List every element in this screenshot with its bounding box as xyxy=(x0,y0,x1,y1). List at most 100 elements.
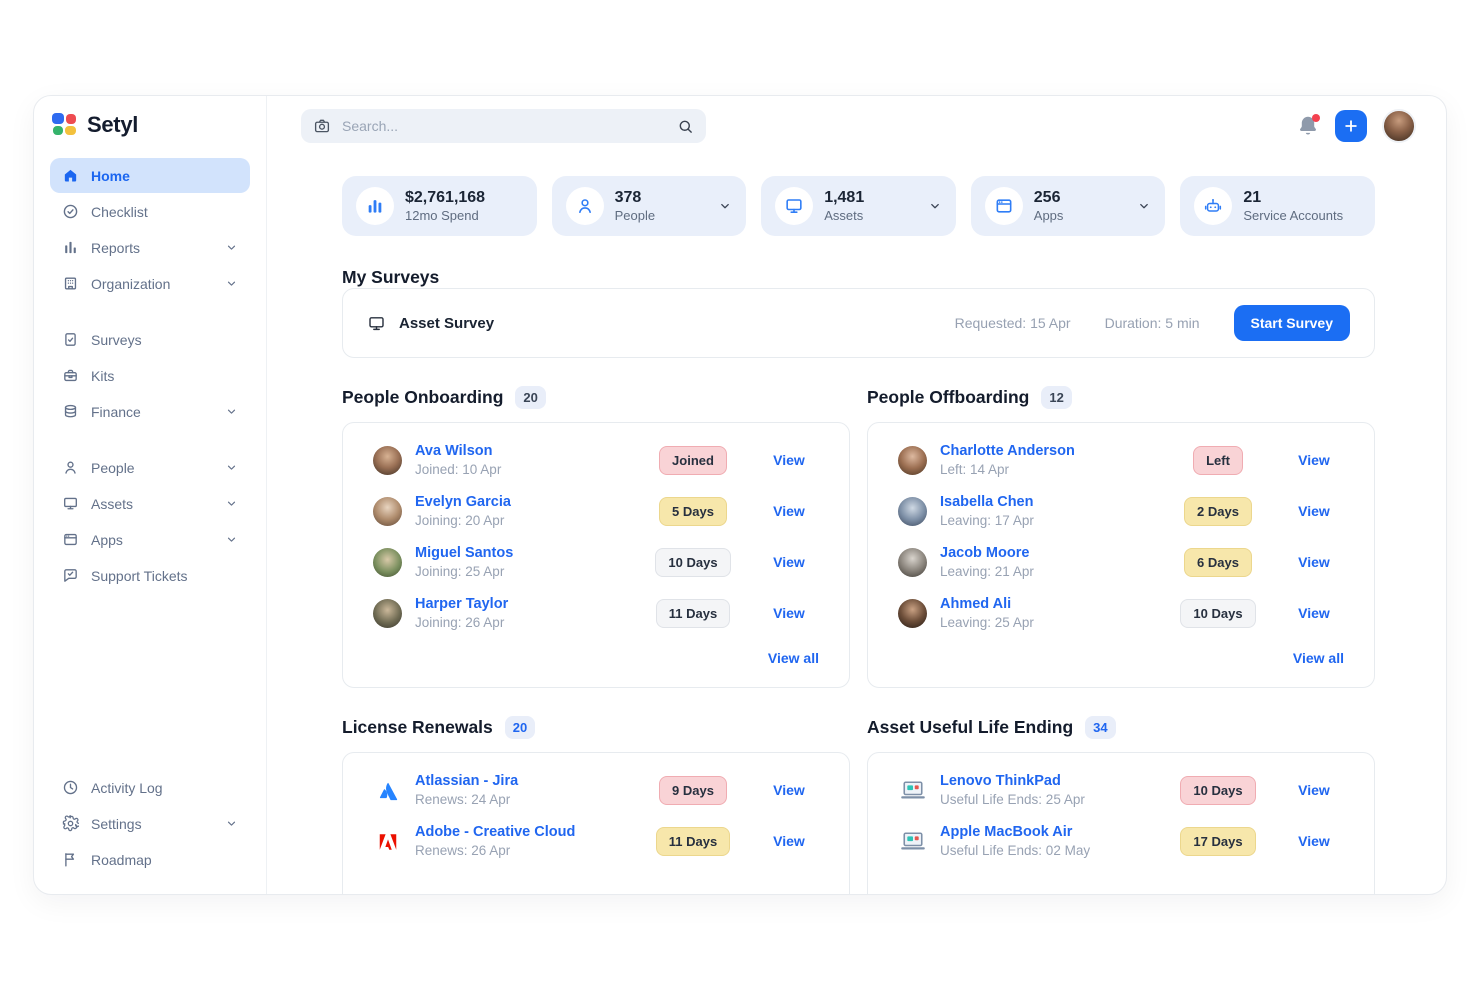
survey-card: Asset Survey Requested: 15 Apr Duration:… xyxy=(342,288,1375,358)
scan-camera-icon[interactable] xyxy=(313,117,331,135)
survey-requested: Requested: 15 Apr xyxy=(954,315,1071,331)
brand-logo: Setyl xyxy=(52,112,250,138)
people-onboarding-card: Ava Wilson Joined: 10 Apr Joined View Eve… xyxy=(342,422,850,688)
sidebar-item-finance[interactable]: Finance xyxy=(50,394,250,429)
person-link[interactable]: Ahmed Ali xyxy=(940,596,1012,613)
view-all-link[interactable]: View all xyxy=(1292,650,1344,666)
sidebar-item-kits[interactable]: Kits xyxy=(50,358,250,393)
sidebar-item-settings[interactable]: Settings xyxy=(50,806,250,841)
view-all-link[interactable]: View all xyxy=(767,650,819,666)
sidebar-item-organization[interactable]: Organization xyxy=(50,266,250,301)
view-link[interactable]: View xyxy=(1298,451,1330,468)
sidebar-item-checklist[interactable]: Checklist xyxy=(50,194,250,229)
stat-label: 12mo Spend xyxy=(405,207,479,223)
sidebar-item-assets[interactable]: Assets xyxy=(50,486,250,521)
view-link[interactable]: View xyxy=(1298,781,1330,798)
robot-icon xyxy=(1194,187,1233,225)
stat-card-service-accounts[interactable]: 21 Service Accounts xyxy=(1180,176,1375,236)
view-link[interactable]: View xyxy=(773,502,805,519)
row-subtitle: Useful Life Ends: 02 May xyxy=(940,843,1091,859)
roadmap-icon xyxy=(62,851,79,868)
status-badge: Left xyxy=(1193,446,1243,475)
sidebar-item-home[interactable]: Home xyxy=(50,158,250,193)
search-input[interactable] xyxy=(340,117,668,135)
search-icon[interactable] xyxy=(677,118,694,135)
section-title: People Offboarding xyxy=(867,387,1030,407)
view-link[interactable]: View xyxy=(773,832,805,849)
view-link[interactable]: View xyxy=(773,451,805,468)
sidebar-item-support-tickets[interactable]: Support Tickets xyxy=(50,558,250,593)
people-offboarding-section: People Offboarding 12 Charlotte Anderson… xyxy=(867,386,1375,688)
settings-icon xyxy=(62,815,79,832)
sidebar-item-surveys[interactable]: Surveys xyxy=(50,322,250,357)
person-link[interactable]: Miguel Santos xyxy=(415,545,514,562)
row-subtitle: Joining: 25 Apr xyxy=(415,564,505,580)
count-badge: 12 xyxy=(1041,386,1072,409)
organization-icon xyxy=(62,275,79,292)
stat-card-people[interactable]: 378 People xyxy=(551,176,747,236)
sidebar-item-apps[interactable]: Apps xyxy=(50,522,250,557)
sidebar-item-reports[interactable]: Reports xyxy=(50,230,250,265)
license-renewals-card: Atlassian - Jira Renews: 24 Apr 9 Days Vi… xyxy=(342,752,850,894)
asset-link[interactable]: Apple MacBook Air xyxy=(940,824,1073,841)
view-link[interactable]: View xyxy=(1298,553,1330,570)
app-window: Setyl Home Checklist Reports xyxy=(33,95,1447,895)
stat-label: Apps xyxy=(1033,207,1064,223)
view-link[interactable]: View xyxy=(1298,502,1330,519)
bell-icon xyxy=(1300,116,1316,135)
person-link[interactable]: Charlotte Anderson xyxy=(940,443,1075,460)
stat-card-spend[interactable]: $2,761,168 12mo Spend xyxy=(342,176,537,236)
reports-icon xyxy=(62,239,79,256)
person-icon xyxy=(565,187,604,225)
chevron-down-icon xyxy=(225,241,238,254)
person-link[interactable]: Isabella Chen xyxy=(940,494,1034,511)
sidebar-item-roadmap[interactable]: Roadmap xyxy=(50,842,250,877)
view-link[interactable]: View xyxy=(1298,832,1330,849)
surveys-icon xyxy=(62,331,79,348)
app-link[interactable]: Atlassian - Jira xyxy=(415,773,519,790)
asset-link[interactable]: Lenovo ThinkPad xyxy=(940,773,1061,790)
avatar xyxy=(898,446,927,475)
sidebar-item-label: Home xyxy=(91,167,130,184)
view-link[interactable]: View xyxy=(773,553,805,570)
brand-name: Setyl xyxy=(87,112,139,137)
user-avatar[interactable] xyxy=(1382,109,1416,143)
stat-card-apps[interactable]: 256 Apps xyxy=(970,176,1166,236)
sidebar-item-label: Assets xyxy=(91,495,134,512)
person-link[interactable]: Jacob Moore xyxy=(940,545,1030,562)
search-bar[interactable] xyxy=(301,109,706,143)
person-link[interactable]: Harper Taylor xyxy=(415,596,509,613)
app-link[interactable]: Adobe - Creative Cloud xyxy=(415,824,576,841)
sidebar-item-label: Checklist xyxy=(91,203,148,220)
asset-useful-life-card: Lenovo ThinkPad Useful Life Ends: 25 Apr … xyxy=(867,752,1375,894)
status-badge: 9 Days xyxy=(659,776,727,805)
stat-value: 1,481 xyxy=(824,188,865,206)
people-icon xyxy=(62,459,79,476)
stat-card-assets[interactable]: 1,481 Assets xyxy=(761,176,956,236)
person-link[interactable]: Ava Wilson xyxy=(415,443,493,460)
sidebar-item-label: Reports xyxy=(91,239,141,256)
list-item: Jacob Moore Leaving: 21 Apr 6 Days View xyxy=(868,537,1374,588)
status-badge: 10 Days xyxy=(655,548,731,577)
add-button[interactable] xyxy=(1335,110,1367,142)
view-link[interactable]: View xyxy=(773,604,805,621)
sections-bottom: License Renewals 20 Atlassian - Jira Rene… xyxy=(342,716,1375,894)
view-link[interactable]: View xyxy=(773,781,805,798)
person-link[interactable]: Evelyn Garcia xyxy=(415,494,511,511)
view-link[interactable]: View xyxy=(1298,604,1330,621)
stats-row: $2,761,168 12mo Spend 378 People xyxy=(342,176,1375,236)
start-survey-button[interactable]: Start Survey xyxy=(1233,305,1350,341)
status-badge: 11 Days xyxy=(655,599,731,628)
people-onboarding-section: People Onboarding 20 Ava Wilson Joined: 1… xyxy=(342,386,850,688)
section-title: License Renewals xyxy=(342,717,493,737)
kits-icon xyxy=(62,367,79,384)
stat-label: Assets xyxy=(824,207,864,223)
count-badge: 20 xyxy=(504,716,536,739)
sidebar-item-people[interactable]: People xyxy=(50,450,250,485)
home-icon xyxy=(62,167,79,184)
list-item: Apple MacBook Air Useful Life Ends: 02 Ma… xyxy=(868,816,1374,867)
section-title: People Onboarding xyxy=(342,387,504,407)
notifications-button[interactable] xyxy=(1296,114,1320,138)
sidebar-item-activity-log[interactable]: Activity Log xyxy=(50,770,250,805)
sidebar-item-label: Support Tickets xyxy=(91,567,188,584)
